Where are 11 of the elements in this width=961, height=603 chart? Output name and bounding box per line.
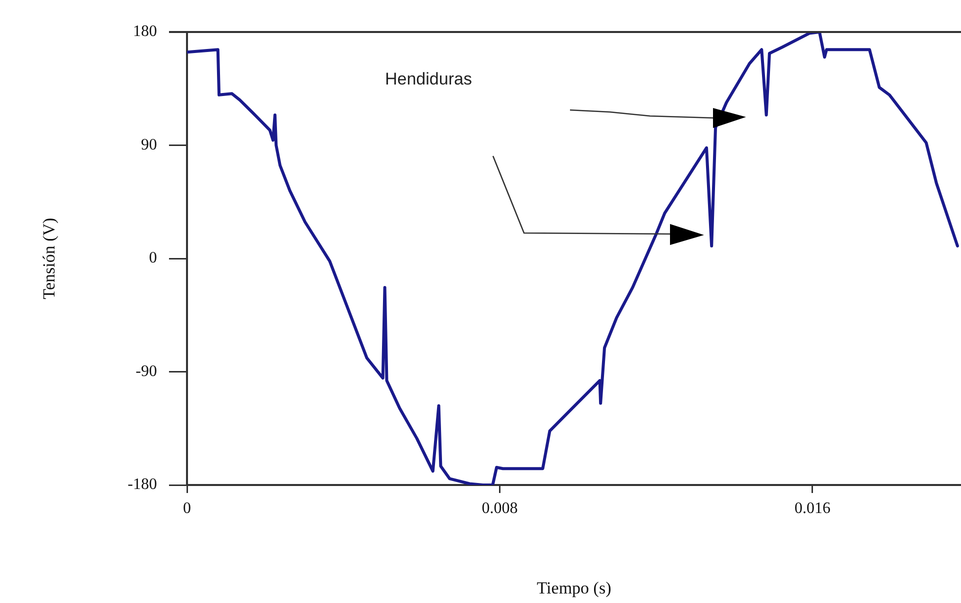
y-tick-label: 90 <box>141 136 157 154</box>
y-tick-label: 0 <box>149 250 157 267</box>
y-tick-label: 180 <box>133 23 157 40</box>
y-tick-label: -90 <box>136 362 157 380</box>
x-tick-label: 0 <box>183 500 191 517</box>
x-axis-title: Tiempo (s) <box>536 578 612 598</box>
y-axis-title: Tensión (V) <box>40 218 59 300</box>
annotation: Hendiduras <box>385 70 472 89</box>
x-tick-label: 0.016 <box>794 500 830 517</box>
x-tick-label: 0.008 <box>482 500 518 517</box>
y-tick-label: -180 <box>128 476 157 494</box>
